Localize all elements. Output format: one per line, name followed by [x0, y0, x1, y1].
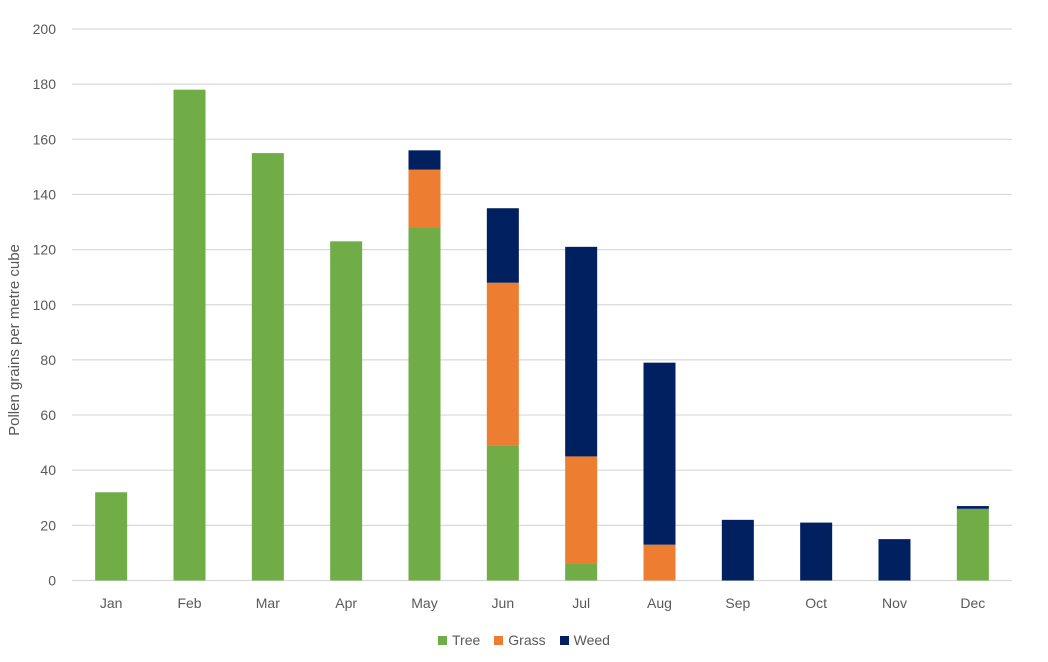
bar-segment-weed	[565, 246, 598, 457]
x-tick-label: Aug	[647, 595, 672, 611]
bar-segment-tree	[408, 227, 441, 581]
y-tick-label: 40	[40, 462, 56, 478]
y-tick-label: 60	[40, 407, 56, 423]
x-axis-ticks: Jan Feb Mar Apr May Jun Jul Aug Sep Oct Nov Dec	[100, 595, 985, 611]
y-tick-label: 200	[33, 21, 57, 37]
bar-segment-weed	[486, 208, 519, 283]
y-tick-label: 140	[33, 186, 57, 202]
bar-segment-weed	[800, 522, 833, 581]
y-tick-label: 20	[40, 517, 56, 533]
legend-label: Grass	[508, 632, 546, 648]
y-tick-label: 180	[33, 76, 57, 92]
x-tick-label: Jul	[572, 595, 590, 611]
y-tick-label: 80	[40, 352, 56, 368]
x-tick-label: Jan	[100, 595, 123, 611]
legend-swatch	[494, 635, 504, 645]
gridlines	[72, 28, 1012, 582]
y-tick-label: 100	[33, 297, 57, 313]
legend-swatch	[559, 635, 569, 645]
y-tick-label: 120	[33, 242, 57, 258]
y-axis-ticks: 0 20 40 60 80 100 120 140 160 180 200	[33, 21, 57, 589]
bar-segment-weed	[643, 362, 676, 545]
legend-item-weed: Weed	[559, 632, 610, 648]
bar-segment-grass	[643, 544, 676, 581]
y-tick-label: 160	[33, 131, 57, 147]
bar-segment-grass	[408, 169, 441, 228]
x-tick-label: Jun	[492, 595, 515, 611]
bar-segment-weed	[956, 506, 989, 509]
y-tick-label: 0	[48, 573, 56, 589]
bar-segment-tree	[330, 241, 363, 581]
legend: Tree Grass Weed	[0, 632, 1048, 648]
bar-segment-weed	[721, 519, 754, 581]
x-tick-label: Oct	[805, 595, 827, 611]
bar-segment-tree	[565, 563, 598, 581]
x-tick-label: Feb	[177, 595, 201, 611]
bar-segment-grass	[486, 282, 519, 446]
bars	[95, 89, 989, 581]
legend-label: Tree	[452, 632, 481, 648]
bar-segment-tree	[251, 153, 284, 581]
legend-item-tree: Tree	[438, 632, 480, 648]
x-tick-label: Nov	[882, 595, 907, 611]
bar-segment-tree	[173, 89, 206, 581]
y-axis-label: Pollen grains per metre cube	[6, 244, 23, 436]
bar-segment-tree	[956, 508, 989, 581]
bar-segment-weed	[408, 150, 441, 170]
legend-swatch	[438, 635, 448, 645]
x-tick-label: Apr	[335, 595, 357, 611]
legend-label: Weed	[573, 632, 610, 648]
x-tick-label: May	[411, 595, 437, 611]
bar-segment-tree	[95, 492, 128, 581]
x-tick-label: Dec	[960, 595, 985, 611]
bar-segment-grass	[565, 456, 598, 564]
x-tick-label: Mar	[256, 595, 280, 611]
bar-segment-tree	[486, 445, 519, 581]
x-tick-label: Sep	[725, 595, 750, 611]
bar-segment-weed	[878, 539, 911, 581]
legend-item-grass: Grass	[494, 632, 546, 648]
